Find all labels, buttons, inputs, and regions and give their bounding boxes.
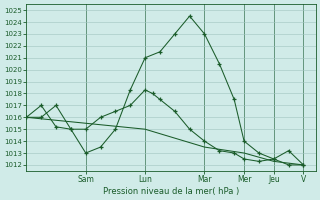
X-axis label: Pression niveau de la mer( hPa ): Pression niveau de la mer( hPa ): [103, 187, 239, 196]
